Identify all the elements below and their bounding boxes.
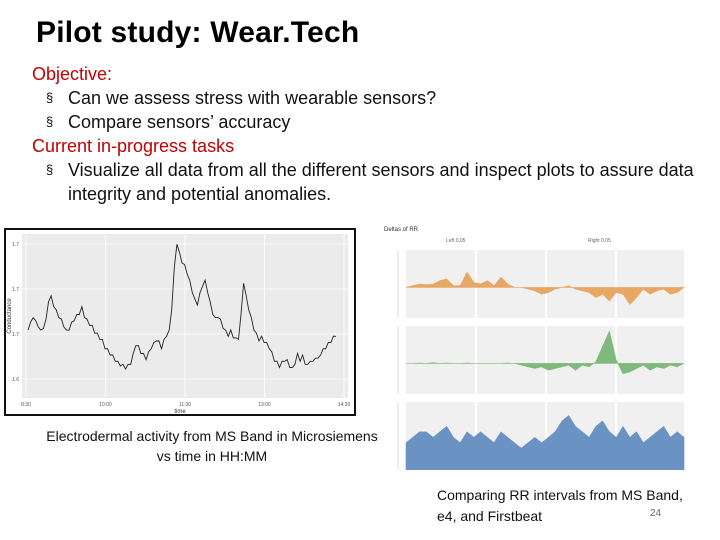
eda-plot-image: 1.7 1.7 1.7 1.6 8:30 10:00 11:30 13:00 14:30 ti… xyxy=(4,228,356,416)
eda-line xyxy=(27,244,337,371)
tasks-heading: Current in-progress tasks xyxy=(32,136,235,156)
y-axis-label: Conductance xyxy=(7,298,13,334)
x-tick-label: 13:00 xyxy=(258,402,271,408)
y-tick-label: 1.6 xyxy=(12,377,19,383)
rr-label-left: Left 0.05 xyxy=(446,238,466,244)
x-tick-label: 10:00 xyxy=(99,402,112,408)
x-tick-label: 14:30 xyxy=(338,402,351,408)
objective-item-text: Compare sensors’ accuracy xyxy=(68,112,291,132)
task-item: § Visualize all data from all the differ… xyxy=(32,158,702,206)
slide-number: 24 xyxy=(650,508,662,519)
rr-label-right: Right 0.05 xyxy=(588,238,611,244)
rr-series-area xyxy=(406,330,685,374)
bullet-icon: § xyxy=(46,162,54,177)
x-axis-label: time xyxy=(174,409,186,414)
objective-item: § Can we assess stress with wearable sen… xyxy=(32,86,702,110)
task-item-text: Visualize all data from all the differen… xyxy=(68,160,694,204)
rr-plot-title: Deltas of RR xyxy=(384,227,419,233)
objective-heading: Objective: xyxy=(32,64,113,84)
x-tick-label: 8:30 xyxy=(21,402,31,408)
slide-content: Objective: § Can we assess stress with w… xyxy=(32,62,702,206)
objective-item-text: Can we assess stress with wearable senso… xyxy=(68,88,437,108)
y-tick-label: 1.7 xyxy=(12,287,19,293)
objective-item: § Compare sensors’ accuracy xyxy=(32,110,702,134)
caption-eda: Electrodermal activity from MS Band in M… xyxy=(46,428,378,464)
rr-series-area xyxy=(405,415,685,471)
y-tick-label: 1.7 xyxy=(12,332,19,338)
rr-plot: Deltas of RR Left 0.05 Right 0.05 xyxy=(384,227,685,471)
x-tick-label: 11:30 xyxy=(179,402,191,408)
rr-plot-image: Deltas of RR Left 0.05 Right 0.05 xyxy=(376,222,690,471)
caption-rr: Comparing RR intervals from MS Band, e4,… xyxy=(437,487,683,524)
rr-series-area xyxy=(405,271,685,305)
bullet-icon: § xyxy=(46,90,54,105)
y-tick-label: 1.7 xyxy=(12,242,19,248)
eda-plot: 1.7 1.7 1.7 1.6 8:30 10:00 11:30 13:00 14:30 ti… xyxy=(7,234,351,415)
slide-title: Pilot study: Wear.Tech xyxy=(36,16,360,49)
bullet-icon: § xyxy=(46,114,54,129)
